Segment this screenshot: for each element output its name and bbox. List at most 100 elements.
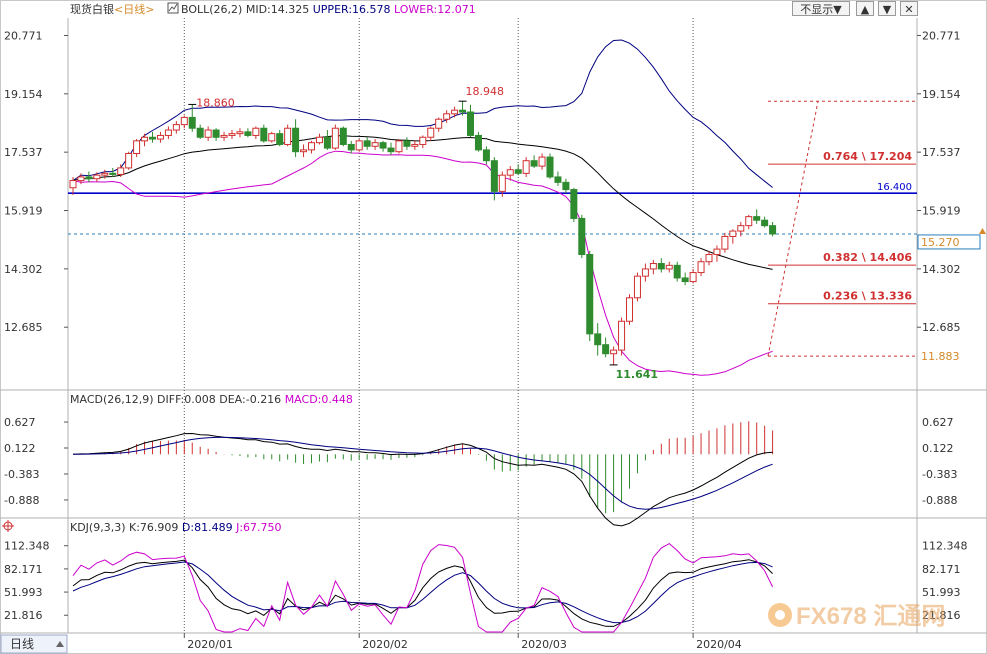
candle bbox=[188, 104, 196, 132]
candle bbox=[141, 133, 149, 147]
candle bbox=[459, 101, 467, 116]
candle bbox=[77, 173, 85, 185]
close-button[interactable]: ✕ bbox=[900, 1, 918, 16]
candle bbox=[769, 222, 777, 237]
candle bbox=[276, 130, 284, 147]
candle-body bbox=[196, 127, 204, 138]
candle bbox=[474, 131, 482, 152]
candle-body bbox=[331, 127, 339, 149]
candle-body bbox=[284, 127, 292, 145]
candle bbox=[689, 268, 697, 284]
yaxis-label-right: 17.537 bbox=[922, 146, 961, 159]
candle-body bbox=[673, 264, 681, 279]
candle bbox=[697, 258, 705, 277]
kdj-yaxis-label-left: 51.993 bbox=[4, 586, 43, 599]
candle-body bbox=[276, 133, 284, 145]
kdj-settings-icon[interactable] bbox=[2, 520, 14, 532]
candle bbox=[729, 229, 737, 244]
candle-body bbox=[85, 176, 93, 180]
candle bbox=[395, 139, 403, 154]
candle-body bbox=[713, 248, 721, 256]
candle-body bbox=[633, 275, 641, 299]
move-up-button[interactable]: ▲ bbox=[856, 1, 874, 16]
candle bbox=[101, 169, 109, 179]
candle-body bbox=[482, 149, 490, 162]
fibonacci-retracement[interactable]: 0.764 \ 17.204 0.382 \ 14.406 0.236 \ 13… bbox=[767, 100, 916, 357]
candle-body bbox=[474, 134, 482, 151]
candle bbox=[530, 155, 538, 168]
candle bbox=[172, 121, 180, 134]
yaxis-label-right: 15.919 bbox=[922, 205, 961, 218]
candle-body bbox=[236, 131, 244, 135]
macd-diff-line bbox=[72, 432, 773, 527]
candle-body bbox=[657, 263, 665, 270]
xaxis-tick-label: 2020/03 bbox=[521, 638, 567, 651]
fib-level-0764-label: 0.764 \ 17.204 bbox=[823, 150, 912, 163]
candle-body bbox=[220, 134, 228, 138]
candle-body bbox=[268, 133, 276, 142]
candle-body bbox=[125, 152, 133, 169]
kdj-yaxis-label-right: 21.816 bbox=[922, 609, 961, 622]
candle-body bbox=[705, 254, 713, 263]
candle-body bbox=[300, 149, 308, 153]
kdj-k-line bbox=[72, 559, 773, 627]
candle bbox=[339, 126, 347, 147]
candle bbox=[331, 124, 339, 150]
candle-body bbox=[101, 172, 109, 176]
yaxis-label-right: 20.771 bbox=[922, 29, 961, 42]
candle bbox=[657, 258, 665, 273]
macd-yaxis-label-right: -0.383 bbox=[922, 468, 957, 481]
candle-body bbox=[467, 111, 474, 136]
yaxis-label-right: 19.154 bbox=[922, 88, 961, 101]
candle bbox=[514, 164, 522, 176]
kdj-j-line bbox=[72, 542, 774, 633]
candle bbox=[85, 171, 93, 183]
candle-body bbox=[244, 131, 252, 136]
candle-body bbox=[594, 333, 602, 346]
candle-body bbox=[395, 140, 403, 153]
candle bbox=[506, 166, 514, 181]
candle bbox=[681, 272, 689, 286]
boll-label: BOLL(26,2) MID:14.325 UPPER:16.578 LOWER… bbox=[181, 3, 476, 16]
candle-body bbox=[419, 136, 427, 145]
candle-body bbox=[363, 140, 371, 147]
xaxis: 2020/01 2020/02 2020/03 2020/04 bbox=[183, 633, 742, 651]
xaxis-tick-label: 2020/02 bbox=[362, 638, 408, 651]
fib-level-0236-label: 0.236 \ 13.336 bbox=[823, 290, 912, 303]
candle bbox=[411, 140, 419, 150]
candle bbox=[363, 137, 371, 150]
candle-body bbox=[506, 169, 514, 176]
candle-body bbox=[570, 189, 578, 219]
candle bbox=[705, 250, 713, 266]
yaxis-label-right: 14.302 bbox=[922, 263, 961, 276]
candle-body bbox=[737, 225, 745, 232]
candle-body bbox=[514, 169, 522, 174]
hide-toggle-button[interactable]: 不显示▼ bbox=[792, 1, 850, 16]
candle bbox=[665, 261, 673, 273]
candle bbox=[196, 124, 204, 140]
candle-body bbox=[228, 133, 236, 136]
candle bbox=[633, 272, 641, 302]
candle bbox=[347, 140, 355, 154]
period-tab[interactable]: 日线 bbox=[0, 634, 68, 654]
candle-body bbox=[260, 127, 268, 142]
candle bbox=[546, 153, 554, 179]
candle bbox=[435, 117, 443, 132]
candle bbox=[284, 124, 292, 147]
candle bbox=[164, 126, 172, 140]
yaxis-label-left: 12.685 bbox=[4, 321, 43, 334]
candle-body bbox=[93, 174, 101, 180]
move-down-button[interactable]: ▼ bbox=[878, 1, 896, 16]
kdj-yaxis: 112.348 112.348 82.171 82.171 51.993 51.993 21… bbox=[4, 540, 968, 623]
candle bbox=[482, 146, 490, 165]
candle bbox=[443, 110, 451, 123]
watermark-text: FX678 汇通网 bbox=[796, 603, 945, 630]
candle-body bbox=[721, 235, 729, 250]
candle-body bbox=[69, 180, 77, 189]
candle-body bbox=[156, 134, 164, 140]
candle-body bbox=[681, 277, 689, 283]
candle-body bbox=[347, 143, 355, 151]
candle-body bbox=[308, 142, 315, 151]
high-annotation-1: 18.860 bbox=[196, 96, 235, 109]
